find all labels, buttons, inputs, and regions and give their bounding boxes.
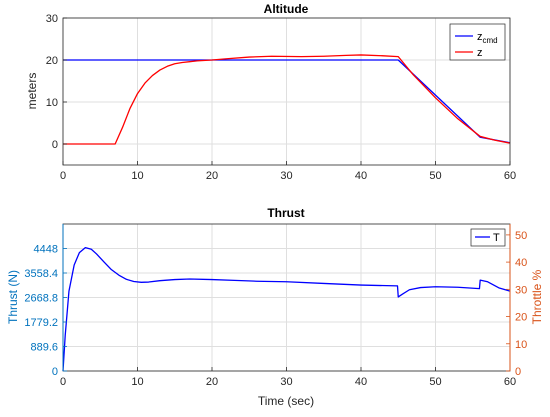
thrust-title: Thrust xyxy=(267,206,304,220)
thrust-xtick-label: 20 xyxy=(206,376,218,388)
throttle-ylabel: Throttle % xyxy=(530,269,544,324)
legend-label-z: z xyxy=(477,47,483,59)
thrust-ytick-label: 1779.2 xyxy=(24,317,58,329)
altitude-xtick-label: 40 xyxy=(355,170,367,182)
altitude-panel: Altitude 0 10 20 30 40 50 60 0 10 20 30 meters zcm… xyxy=(25,2,516,182)
altitude-ylabel: meters xyxy=(25,73,39,110)
thrust-series-t-line xyxy=(62,246,511,372)
altitude-xtick-label: 60 xyxy=(504,170,516,182)
thrust-ytick-label: 0 xyxy=(52,366,58,378)
throttle-ytick-label: 20 xyxy=(515,312,527,324)
altitude-ytick-label: 0 xyxy=(52,139,58,151)
thrust-xtick-label: 50 xyxy=(429,376,441,388)
altitude-ytick-label: 20 xyxy=(46,55,58,67)
throttle-ytick-label: 50 xyxy=(515,230,527,242)
altitude-series-z-line xyxy=(63,54,511,145)
thrust-ytick-label: 889.6 xyxy=(30,342,58,354)
thrust-legend: T xyxy=(470,228,506,247)
thrust-xtick-label: 60 xyxy=(504,376,516,388)
legend-label-zcmd: zcmd xyxy=(477,31,498,45)
thrust-xtick-label: 30 xyxy=(280,376,292,388)
altitude-legend-box xyxy=(449,23,506,61)
altitude-ytick-label: 10 xyxy=(46,97,58,109)
altitude-title: Altitude xyxy=(264,2,309,16)
altitude-xtick-label: 20 xyxy=(206,170,218,182)
thrust-xtick-label: 40 xyxy=(355,376,367,388)
throttle-ytick-label: 40 xyxy=(515,257,527,269)
altitude-xtick-label: 30 xyxy=(280,170,292,182)
throttle-ytick-label: 0 xyxy=(515,366,521,378)
throttle-ytick-label: 10 xyxy=(515,339,527,351)
thrust-ytick-label: 3558.4 xyxy=(24,268,58,280)
thrust-xtick-label: 10 xyxy=(131,376,143,388)
altitude-xtick-label: 50 xyxy=(429,170,441,182)
altitude-ytick-label: 30 xyxy=(46,13,58,25)
altitude-xtick-label: 10 xyxy=(131,170,143,182)
time-xlabel: Time (sec) xyxy=(258,394,314,408)
thrust-ylabel: Thrust (N) xyxy=(6,270,20,324)
thrust-panel: Thrust 0 10 20 30 40 50 600889.61779.22668.835… xyxy=(6,206,544,408)
altitude-legend: zcmd z xyxy=(449,23,506,61)
thrust-ytick-label: 2668.8 xyxy=(24,293,58,305)
thrust-ytick-label: 4448 xyxy=(34,244,58,256)
altitude-xtick-label: 0 xyxy=(60,170,66,182)
legend-label-t: T xyxy=(493,232,500,244)
throttle-ytick-label: 30 xyxy=(515,284,527,296)
thrust-xtick-label: 0 xyxy=(60,376,66,388)
